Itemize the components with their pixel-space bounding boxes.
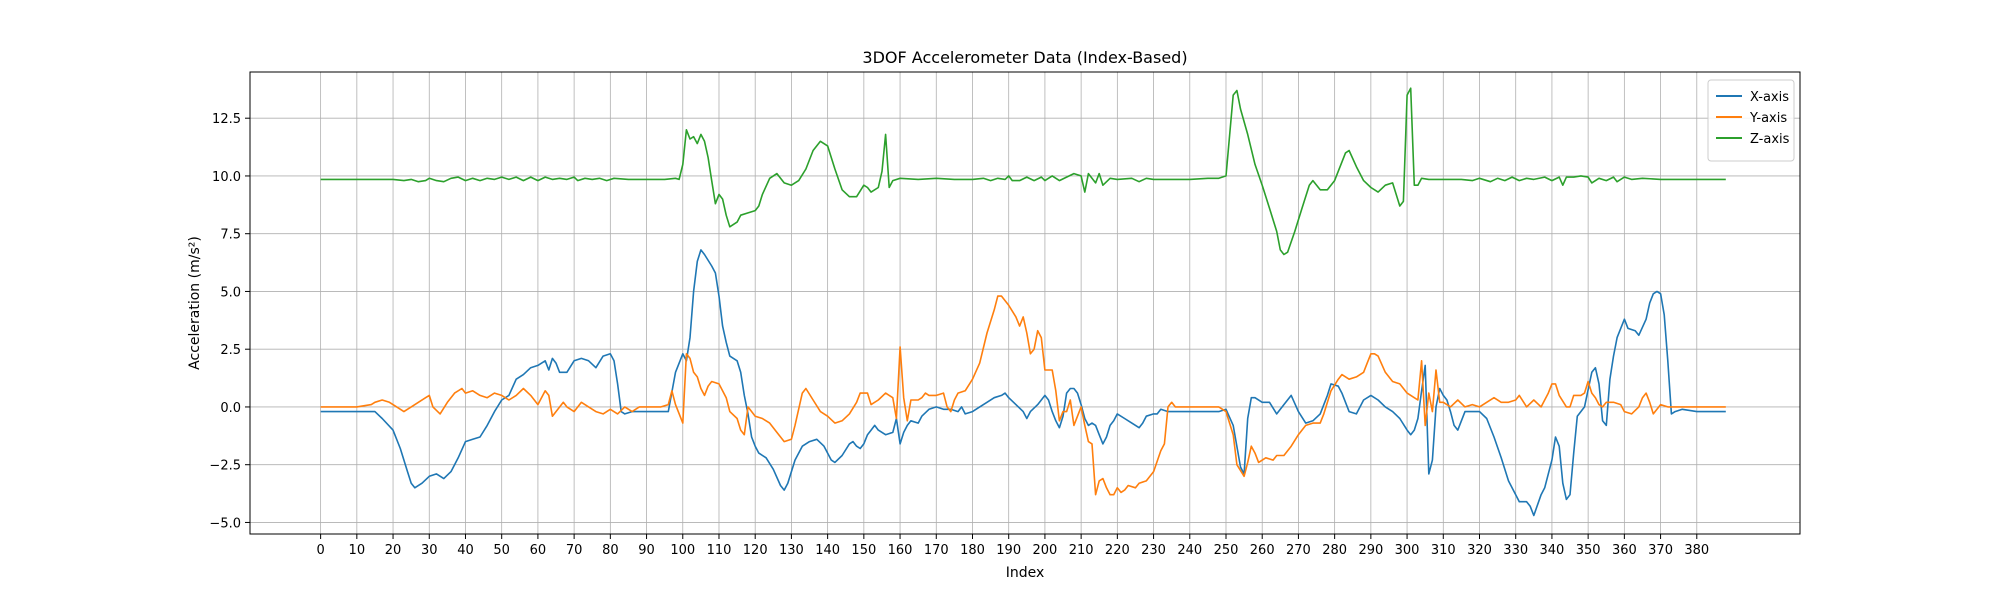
x-tick-label: 50: [493, 543, 510, 558]
x-tick-label: 120: [743, 543, 768, 558]
x-tick-label: 0: [316, 543, 324, 558]
x-tick-label: 260: [1250, 543, 1275, 558]
x-tick-label: 190: [996, 543, 1021, 558]
x-tick-label: 130: [779, 543, 804, 558]
series-line-x-axis: [320, 249, 1726, 517]
y-tick-label: 10.0: [212, 170, 241, 185]
x-tick-label: 100: [670, 543, 695, 558]
series-lines: [320, 87, 1726, 517]
x-tick-label: 320: [1467, 543, 1492, 558]
y-tick-label: 7.5: [220, 228, 241, 243]
legend-label: X-axis: [1750, 90, 1789, 105]
legend: X-axis Y-axis Z-axis: [1707, 79, 1795, 162]
x-tick-label: 300: [1395, 543, 1420, 558]
plot-frame: [249, 71, 1801, 535]
x-axis-ticks: 0 10 20 30 40 50 60 70 80 90 100 110 120 130 140 150 160…: [316, 534, 1709, 558]
y-tick-label: 2.5: [220, 343, 241, 358]
x-tick-label: 370: [1648, 543, 1673, 558]
x-tick-label: 290: [1358, 543, 1383, 558]
x-tick-label: 350: [1576, 543, 1601, 558]
y-axis-ticks: −5.0 −2.5 0.0 2.5 5.0 7.5 10.0 12.5: [209, 112, 250, 531]
x-tick-label: 330: [1503, 543, 1528, 558]
x-tick-label: 20: [385, 543, 402, 558]
x-tick-label: 90: [638, 543, 655, 558]
x-tick-label: 230: [1141, 543, 1166, 558]
x-tick-label: 30: [421, 543, 438, 558]
x-tick-label: 360: [1612, 543, 1637, 558]
series-line-y-axis: [320, 295, 1726, 496]
y-axis-label: Acceleration (m/s²): [187, 236, 203, 370]
x-tick-label: 380: [1684, 543, 1709, 558]
x-tick-label: 270: [1286, 543, 1311, 558]
x-tick-label: 210: [1069, 543, 1094, 558]
y-tick-label: 5.0: [220, 285, 241, 300]
x-tick-label: 200: [1033, 543, 1058, 558]
x-tick-label: 240: [1177, 543, 1202, 558]
x-tick-label: 220: [1105, 543, 1130, 558]
x-tick-label: 250: [1214, 543, 1239, 558]
x-tick-label: 70: [566, 543, 583, 558]
x-tick-label: 140: [815, 543, 840, 558]
y-tick-label: 12.5: [212, 112, 241, 127]
x-tick-label: 110: [707, 543, 732, 558]
x-tick-label: 170: [924, 543, 949, 558]
x-tick-label: 280: [1322, 543, 1347, 558]
legend-box: [1707, 79, 1795, 162]
chart-title: 3DOF Accelerometer Data (Index-Based): [862, 48, 1187, 67]
grid: [250, 72, 1800, 534]
y-tick-label: 0.0: [220, 401, 241, 416]
x-tick-label: 160: [888, 543, 913, 558]
x-tick-label: 150: [851, 543, 876, 558]
y-tick-label: −2.5: [209, 459, 241, 474]
x-tick-label: 60: [530, 543, 547, 558]
x-tick-label: 310: [1431, 543, 1456, 558]
x-axis-label: Index: [1006, 565, 1045, 581]
x-tick-label: 10: [349, 543, 366, 558]
x-tick-label: 340: [1540, 543, 1565, 558]
series-line-z-axis: [320, 87, 1726, 256]
legend-label: Y-axis: [1749, 111, 1787, 126]
y-tick-label: −5.0: [209, 516, 241, 531]
x-tick-label: 80: [602, 543, 619, 558]
x-tick-label: 180: [960, 543, 985, 558]
legend-label: Z-axis: [1750, 132, 1790, 147]
x-tick-label: 40: [457, 543, 474, 558]
